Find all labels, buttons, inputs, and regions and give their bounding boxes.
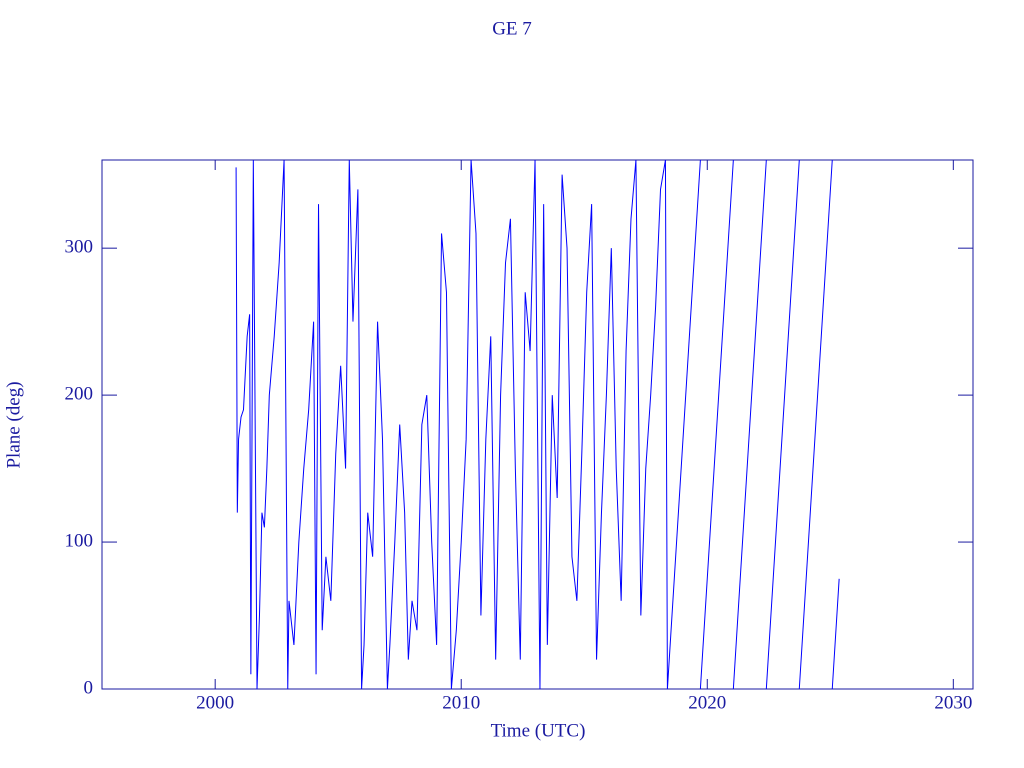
x-axis-label: Time (UTC) xyxy=(491,720,586,741)
x-tick-label: 2010 xyxy=(442,692,480,713)
x-tick-label: 2000 xyxy=(196,692,234,713)
data-line xyxy=(235,159,840,690)
y-tick-label: 300 xyxy=(65,237,94,258)
x-tick-label: 2020 xyxy=(688,692,726,713)
y-tick-label: 200 xyxy=(65,383,94,404)
y-axis-label: Plane (deg) xyxy=(3,381,24,468)
y-tick-label: 100 xyxy=(65,530,94,551)
x-tick-label: 2030 xyxy=(934,692,972,713)
plot-frame xyxy=(101,159,974,690)
y-tick-label: 0 xyxy=(84,677,94,698)
chart-title: GE 7 xyxy=(492,18,532,39)
